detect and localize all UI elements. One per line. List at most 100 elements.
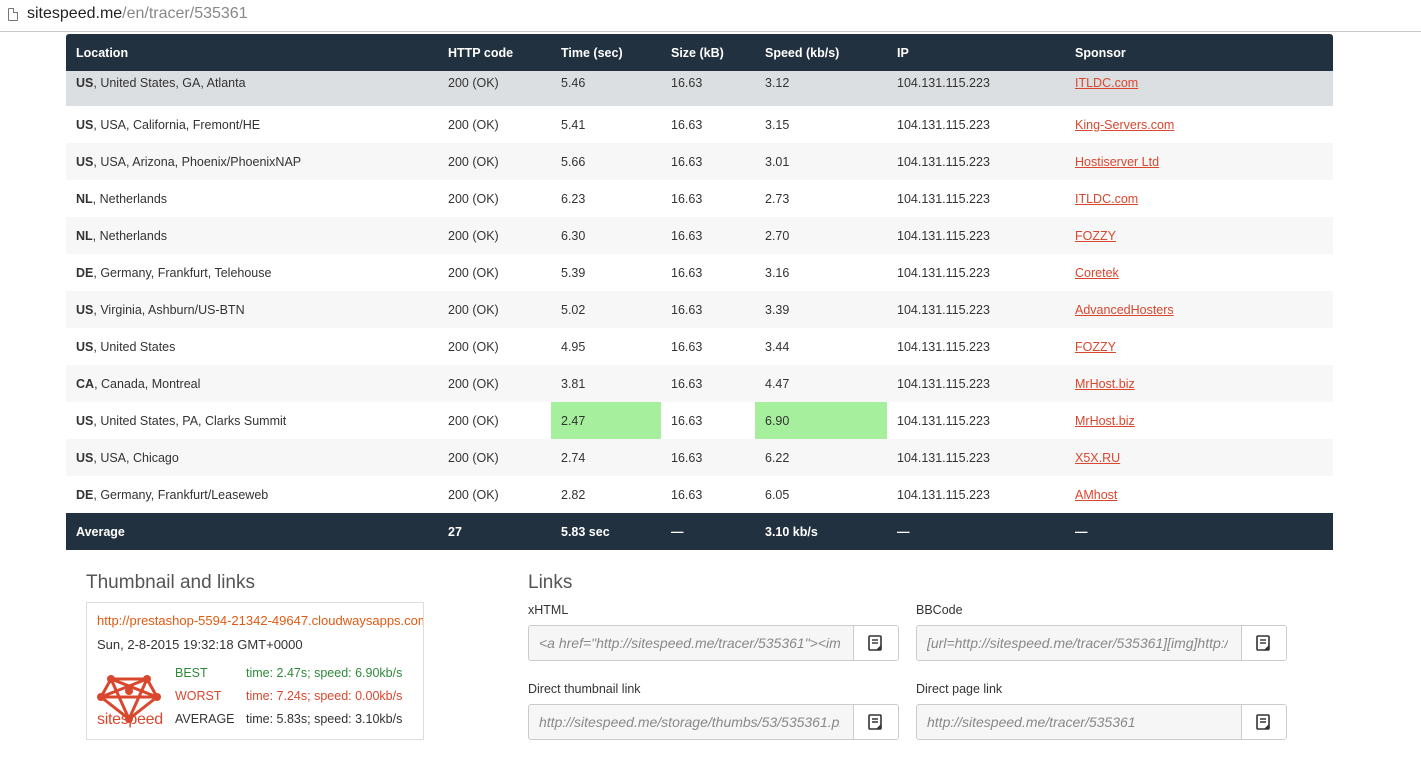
- sponsor-link[interactable]: ITLDC.com: [1075, 191, 1139, 206]
- stat-best-value: time: 2.47s; speed: 6.90kb/s: [246, 666, 403, 680]
- location-cell: US, USA, Arizona, Phoenix/PhoenixNAP: [66, 143, 438, 180]
- ip-cell: 104.131.115.223: [887, 476, 1065, 513]
- ip-cell: 104.131.115.223: [887, 254, 1065, 291]
- size-cell: 16.63: [661, 254, 755, 291]
- sponsor-link[interactable]: X5X.RU: [1075, 450, 1121, 465]
- sponsor-link[interactable]: FOZZY: [1075, 339, 1116, 354]
- url-path: /en/tracer/535361: [122, 5, 248, 22]
- location-text: , Netherlands: [92, 191, 168, 206]
- sponsor-cell: X5X.RU: [1065, 439, 1333, 476]
- http-code-cell: 200 (OK): [438, 476, 551, 513]
- country-code: US: [76, 302, 94, 317]
- table-row: CA, Canada, Montreal 200 (OK) 3.81 16.63 4.4…: [66, 365, 1333, 402]
- thumb-link-field[interactable]: http://sitespeed.me/storage/thumbs/53/53…: [528, 704, 899, 740]
- time-cell: 2.82: [551, 476, 661, 513]
- stat-best-label: BEST: [175, 666, 208, 680]
- page-link-label: Direct page link: [916, 682, 1003, 696]
- page-link-input[interactable]: http://sitespeed.me/tracer/535361: [927, 714, 1136, 730]
- http-code-cell: 200 (OK): [438, 217, 551, 254]
- sponsor-link[interactable]: King-Servers.com: [1075, 117, 1175, 132]
- sponsor-link[interactable]: AdvancedHosters: [1075, 302, 1174, 317]
- bbcode-label: BBCode: [916, 603, 963, 617]
- sponsor-link[interactable]: MrHost.biz: [1075, 413, 1135, 428]
- bbcode-field[interactable]: [url=http://sitespeed.me/tracer/535361][…: [916, 625, 1287, 661]
- results-table: Location HTTP code Time (sec) Size (kB) …: [66, 34, 1333, 550]
- col-size: Size (kB): [661, 34, 755, 71]
- avg-sponsor: —: [1065, 513, 1333, 550]
- size-cell: 16.63: [661, 143, 755, 180]
- thumb-link-label: Direct thumbnail link: [528, 682, 641, 696]
- links-title: Links: [528, 572, 573, 593]
- country-code: US: [76, 117, 94, 132]
- location-cell: NL, Netherlands: [66, 217, 438, 254]
- country-code: US: [76, 413, 94, 428]
- average-row: Average 27 5.83 sec — 3.10 kb/s — —: [66, 513, 1333, 550]
- time-cell: 5.39: [551, 254, 661, 291]
- col-ip: IP: [887, 34, 1065, 71]
- xhtml-input[interactable]: <a href="http://sitespeed.me/tracer/5353…: [539, 635, 840, 651]
- sponsor-cell: King-Servers.com: [1065, 106, 1333, 143]
- location-cell: CA, Canada, Montreal: [66, 365, 438, 402]
- location-cell: US, United States: [66, 328, 438, 365]
- sponsor-link[interactable]: FOZZY: [1075, 228, 1116, 243]
- size-cell: 16.63: [661, 365, 755, 402]
- copy-page-link-button[interactable]: [1241, 705, 1286, 739]
- country-code: US: [76, 154, 94, 169]
- location-cell: US, USA, Chicago: [66, 439, 438, 476]
- size-cell: 16.63: [661, 106, 755, 143]
- location-text: , Netherlands: [92, 228, 168, 243]
- xhtml-label: xHTML: [528, 603, 569, 617]
- time-cell: 5.46: [551, 71, 661, 106]
- clipboard-icon: [868, 635, 882, 651]
- speed-cell: 3.15: [755, 106, 887, 143]
- sponsor-link[interactable]: ITLDC.com: [1075, 76, 1139, 90]
- copy-bbcode-button[interactable]: [1241, 626, 1286, 660]
- bbcode-input[interactable]: [url=http://sitespeed.me/tracer/535361][…: [927, 635, 1228, 651]
- table-row: NL, Netherlands 200 (OK) 6.23 16.63 2.73 104.…: [66, 180, 1333, 217]
- ip-cell: 104.131.115.223: [887, 106, 1065, 143]
- avg-time: 5.83 sec: [551, 513, 661, 550]
- xhtml-field[interactable]: <a href="http://sitespeed.me/tracer/5353…: [528, 625, 899, 661]
- address-bar[interactable]: sitespeed.me/en/tracer/535361: [0, 0, 1421, 32]
- sponsor-link[interactable]: Hostiserver Ltd: [1075, 154, 1160, 169]
- location-cell: US, United States, GA, Atlanta: [66, 71, 438, 106]
- avg-label: Average: [66, 513, 438, 550]
- location-text: , Germany, Frankfurt, Telehouse: [93, 265, 272, 280]
- speed-cell: 3.16: [755, 254, 887, 291]
- clipboard-icon: [1256, 714, 1270, 730]
- sponsor-link[interactable]: MrHost.biz: [1075, 376, 1135, 391]
- col-location: Location: [66, 34, 438, 71]
- http-code-cell: 200 (OK): [438, 106, 551, 143]
- country-code: DE: [76, 265, 94, 280]
- time-cell: 2.74: [551, 439, 661, 476]
- stat-worst-value: time: 7.24s; speed: 0.00kb/s: [246, 689, 403, 703]
- stat-average: AVERAGE time: 5.83s; speed: 3.10kb/s: [175, 712, 402, 726]
- http-code-cell: 200 (OK): [438, 71, 551, 106]
- size-cell: 16.63: [661, 439, 755, 476]
- ip-cell: 104.131.115.223: [887, 143, 1065, 180]
- thumbnail-title: Thumbnail and links: [86, 572, 255, 593]
- sponsor-cell: FOZZY: [1065, 328, 1333, 365]
- location-text: , USA, Chicago: [93, 450, 179, 465]
- col-sponsor: Sponsor: [1065, 34, 1333, 71]
- sponsor-link[interactable]: Coretek: [1075, 265, 1119, 280]
- speed-cell: 6.90: [755, 402, 887, 439]
- sponsor-link[interactable]: AMhost: [1075, 487, 1118, 502]
- thumb-link-input[interactable]: http://sitespeed.me/storage/thumbs/53/53…: [539, 714, 840, 730]
- page-link-field[interactable]: http://sitespeed.me/tracer/535361: [916, 704, 1287, 740]
- col-http-code: HTTP code: [438, 34, 551, 71]
- table-row: US, United States, PA, Clarks Summit 200 …: [66, 402, 1333, 439]
- location-text: , USA, California, Fremont/HE: [93, 117, 261, 132]
- url-text[interactable]: sitespeed.me/en/tracer/535361: [27, 5, 248, 23]
- table-row: US, USA, California, Fremont/HE 200 (OK) 5…: [66, 106, 1333, 143]
- thumbnail-card[interactable]: http://prestashop-5594-21342-49647.cloud…: [86, 602, 424, 740]
- size-cell: 16.63: [661, 71, 755, 106]
- sponsor-cell: AMhost: [1065, 476, 1333, 513]
- copy-xhtml-button[interactable]: [853, 626, 898, 660]
- copy-thumb-link-button[interactable]: [853, 705, 898, 739]
- stat-best: BEST time: 2.47s; speed: 6.90kb/s: [175, 666, 402, 680]
- url-host: sitespeed.me: [27, 5, 123, 22]
- http-code-cell: 200 (OK): [438, 254, 551, 291]
- clipboard-icon: [1256, 635, 1270, 651]
- avg-speed: 3.10 kb/s: [755, 513, 887, 550]
